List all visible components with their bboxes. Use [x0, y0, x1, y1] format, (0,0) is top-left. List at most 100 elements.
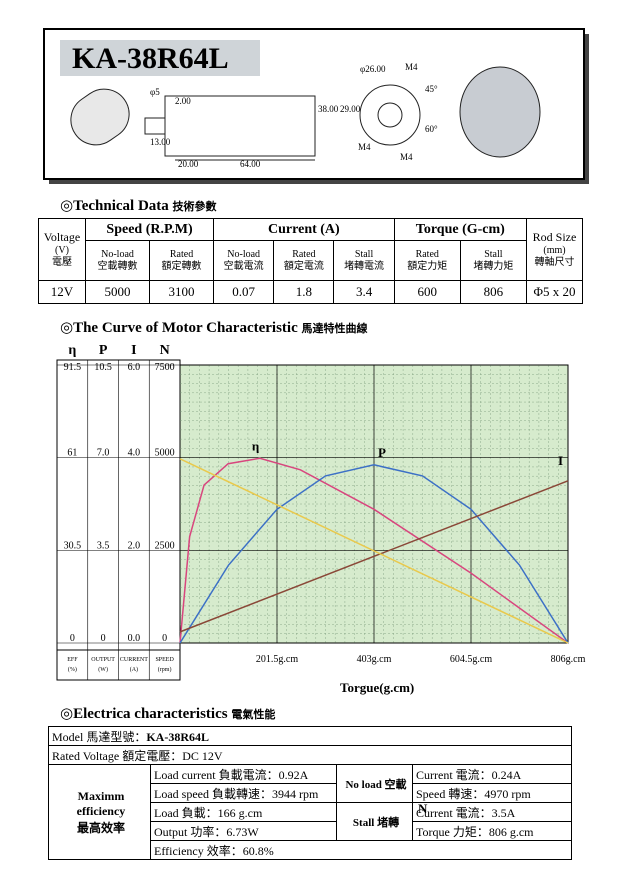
t: efficiency — [76, 803, 126, 818]
dim: φ26.00 — [360, 64, 386, 74]
t: Model 馬達型號： — [52, 729, 147, 744]
cell: No-load 空載電流 — [213, 240, 275, 281]
t: 堵轉電流 — [344, 260, 385, 272]
heading-cn: 馬達特性曲線 — [301, 323, 368, 335]
t: 空載轉數 — [97, 260, 138, 272]
cell: Speed 轉速：4970 rpm — [412, 783, 572, 803]
heading-cn: 技術參數 — [172, 201, 217, 213]
heading: ◎Electrica characteristics 電氣性能 — [60, 704, 275, 723]
dim: M4 — [405, 62, 418, 72]
t: 額定力矩 — [407, 260, 448, 272]
cell: Load current 負載電流：0.92A — [150, 764, 337, 784]
axis-name: η — [68, 343, 76, 358]
axis-unit: (W) — [98, 666, 108, 673]
cell: Rated Voltage 額定電壓：DC 12V — [48, 745, 572, 765]
y-tick-label: 30.5 — [64, 540, 82, 551]
x-tick-label: 604.5g.cm — [450, 654, 492, 665]
cell: 3100 — [149, 280, 215, 304]
y-tick-label: 10.5 — [94, 362, 112, 373]
dim: 20.00 — [178, 159, 199, 169]
curve-line — [179, 458, 569, 644]
cell: 0.07 — [213, 280, 275, 304]
dim: 38.00 — [318, 104, 339, 114]
curve-label: P — [378, 445, 386, 460]
t: Rated — [292, 248, 316, 260]
dim: 29.00 — [340, 104, 361, 114]
heading-text: ◎Electrica characteristics — [60, 706, 228, 722]
t: 轉軸尺寸 — [534, 256, 575, 268]
y-tick-label: 7.0 — [97, 448, 110, 459]
dims: φ5 2.00 13.00 20.00 64.00 38.00 29.00 φ2… — [150, 62, 438, 169]
y-tick-label: 2.0 — [128, 540, 141, 551]
axis-unit: EFF — [67, 657, 78, 663]
x-axis-label: Torgue(g.cm) — [340, 680, 415, 695]
t: 堵轉力矩 — [473, 260, 514, 272]
cell: Torque (G-cm) — [393, 218, 528, 241]
cell: Efficiency 效率：60.8% — [150, 840, 572, 860]
y-tick-label: 91.5 — [64, 362, 82, 373]
chart: η EFF (%) 0 30.5 61 91.5 P OUTPUT (W) 0 3.5 7.0 10.5 I… — [56, 343, 586, 816]
cell: 5000 — [84, 280, 151, 304]
y-tick-label: 2500 — [155, 540, 175, 551]
y-tick-label: 4.0 — [128, 448, 141, 459]
cell: Torque 力矩：806 g.cm — [412, 821, 572, 841]
y-tick-label: 0 — [70, 633, 75, 644]
elec-table: Model 馬達型號：KA-38R64L Rated Voltage 額定電壓：… — [48, 726, 572, 860]
y-tick-label: 3.5 — [97, 540, 110, 551]
cell: Model 馬達型號：KA-38R64L — [48, 726, 572, 746]
cell: Speed (R.P.M) — [84, 218, 215, 241]
heading-text: ◎The Curve of Motor Characteristic — [60, 320, 298, 336]
t: KA-38R64L — [146, 729, 210, 744]
t: Maximm — [77, 788, 125, 803]
t: 最高效率 — [76, 820, 125, 835]
dim: φ5 — [150, 87, 160, 97]
t: No-load — [101, 248, 134, 260]
curve-label: I — [558, 453, 563, 468]
cell: Rod Size (mm) 轉軸尺寸 — [526, 218, 583, 281]
cell: Rated 額定電流 — [273, 240, 335, 281]
y-tick-label: 0 — [162, 633, 167, 644]
dim: 45° — [425, 84, 438, 94]
t: Rated — [415, 248, 439, 260]
y-tick-label: 6.0 — [128, 362, 141, 373]
dim: 64.00 — [240, 159, 261, 169]
cell: Load speed 負載轉速：3944 rpm — [150, 783, 337, 803]
dim: 13.00 — [150, 137, 171, 147]
t: Rod Size — [532, 229, 577, 244]
cell: 1.8 — [273, 280, 335, 304]
cell: 600 — [393, 280, 461, 304]
x-tick-label: 806g.cm — [551, 654, 586, 665]
t: Rated — [169, 248, 194, 260]
cell: Stall 堵轉電流 — [333, 240, 395, 281]
y-tick-label: 0 — [101, 633, 106, 644]
y-tick-label: 7500 — [155, 362, 175, 373]
cell: Rated 額定轉數 — [149, 240, 215, 281]
curve-line — [179, 457, 569, 644]
heading-cn: 電氣性能 — [231, 709, 276, 721]
t: No-load — [227, 248, 261, 260]
y-tick-label: 5000 — [155, 448, 175, 459]
cell: Current 電流：3.5A — [412, 802, 572, 822]
cell: Φ5 x 20 — [526, 280, 583, 304]
curve-line — [179, 464, 569, 644]
x-tick-label: 403g.cm — [357, 654, 392, 665]
t: 額定電流 — [283, 260, 324, 272]
tech-table: Voltage (V) 電壓 Speed (R.P.M) Current (A) T… — [38, 218, 583, 304]
curve-label: η — [252, 438, 259, 453]
heading-text: ◎Technical Data — [60, 198, 169, 214]
cell: Rated 額定力矩 — [393, 240, 461, 281]
cell: 806 — [459, 280, 528, 304]
cell: Current (A) — [213, 218, 395, 241]
dim: 60° — [425, 124, 438, 134]
axis-unit: (%) — [68, 666, 77, 673]
dim: 2.00 — [175, 96, 191, 106]
t: Stall — [484, 248, 503, 260]
axis-unit: (rpm) — [158, 666, 172, 673]
t: (mm) — [543, 244, 566, 256]
cell: No load 空載 — [336, 764, 413, 803]
axis-unit: SPEED — [155, 657, 174, 663]
axis-name: P — [99, 343, 108, 358]
cell: Output 功率：6.73W — [150, 821, 337, 841]
